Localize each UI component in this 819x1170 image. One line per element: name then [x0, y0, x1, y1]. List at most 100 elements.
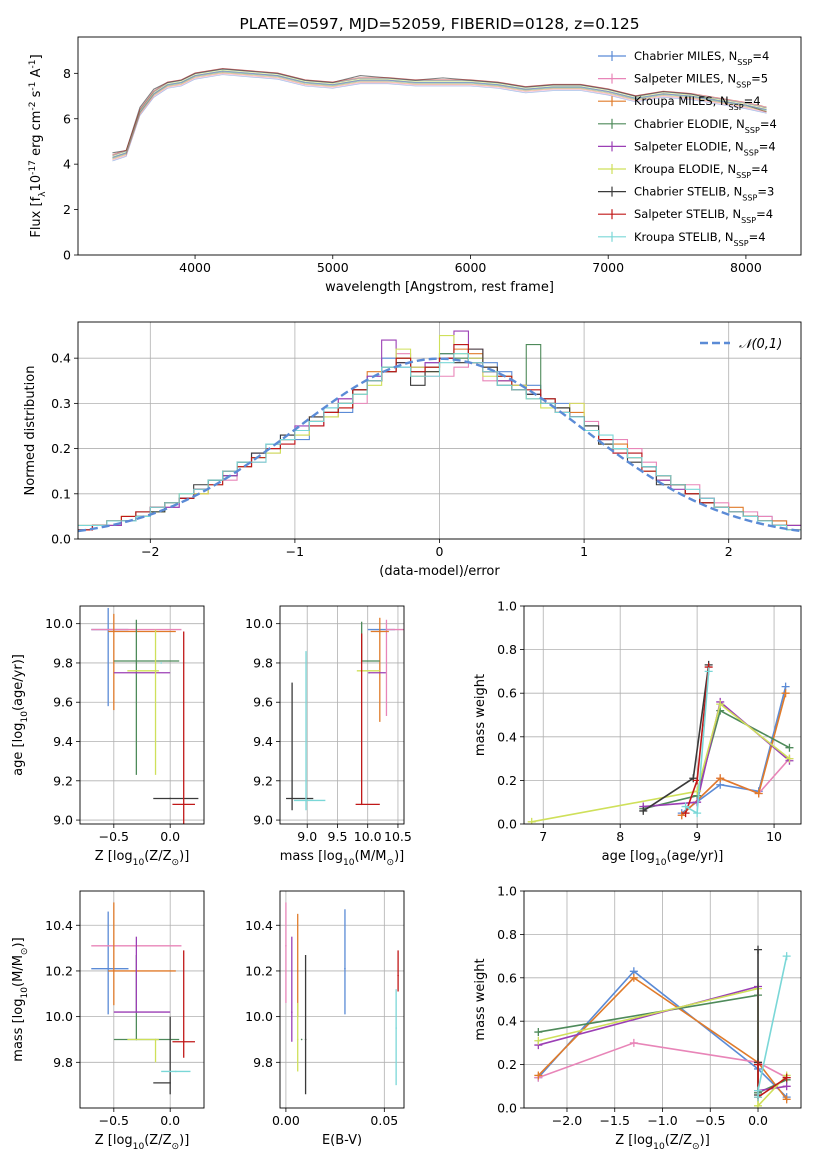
- weight-vs-metallicity-panel: −2.0 −1.5 −1.0 −0.5 0.0 0.0 0.2 0.4 0.6 0.8 1.0 Z […: [473, 884, 802, 1152]
- data-marker: [704, 667, 713, 676]
- x-tick-label: 7000: [592, 260, 624, 275]
- x-axis-label: Z [log10(Z/Z⊙)]: [95, 849, 190, 868]
- residual-panel: −2 −1 0 1 2 0.0 0.1 0.2 0.3 0.4 (data-model)/error…: [23, 321, 802, 579]
- legend-label: Chabrier MILES, NSSP=4: [634, 49, 769, 67]
- y-tick-label: 10.0: [45, 1009, 73, 1024]
- y-tick-label: 6: [63, 111, 71, 126]
- data-marker: [754, 1060, 763, 1069]
- axes-frame: [77, 36, 802, 256]
- data-marker: [782, 1073, 791, 1082]
- data-marker: [754, 789, 763, 798]
- y-axis-label: age [log10(age/yr)]: [11, 654, 30, 776]
- x-tick-label: −0.5: [99, 829, 129, 844]
- y-tick-label: 8: [63, 66, 71, 81]
- weight-vs-age-panel: 7 8 9 10 0.0 0.2 0.4 0.6 0.8 1.0 age [log10(age/yr…: [473, 599, 802, 868]
- y-axis-label: Normed distribution: [23, 366, 38, 496]
- x-tick-label: 0.0: [748, 1113, 768, 1128]
- y-tick-label: 9.2: [53, 773, 73, 788]
- y-tick-label: 0.6: [497, 686, 517, 701]
- y-tick-label: 4: [63, 157, 71, 172]
- data-marker: [681, 802, 690, 811]
- y-axis-label: mass weight: [473, 958, 488, 1040]
- data-marker: [754, 1086, 763, 1095]
- series-line-model: [112, 68, 767, 156]
- data-marker: [716, 774, 725, 783]
- y-axis-label: mass [log10(M/M⊙)]: [11, 937, 30, 1061]
- x-tick-label: −0.5: [695, 1113, 725, 1128]
- spectrum-panel: 4000 5000 6000 7000 8000 0 2 4 6 8 wavelength [Ang…: [28, 15, 802, 295]
- data-marker: [782, 952, 791, 961]
- y-tick-label: 9.6: [253, 695, 273, 710]
- legend-label: Salpeter ELODIE, NSSP=4: [634, 139, 776, 157]
- data-point: [113, 970, 115, 972]
- data-point: [169, 1082, 171, 1084]
- y-tick-label: 9.6: [53, 695, 73, 710]
- axes-frame: [523, 890, 802, 1109]
- x-tick-label: −1: [286, 544, 304, 559]
- y-tick-label: 0: [63, 248, 71, 263]
- data-point: [160, 662, 162, 664]
- x-tick-label: 10.5: [384, 829, 412, 844]
- data-marker: [785, 754, 794, 763]
- series-line-model: [112, 70, 767, 158]
- series-line: [681, 692, 787, 816]
- x-axis-label: wavelength [Angstrom, rest frame]: [325, 280, 554, 295]
- data-marker: [629, 973, 638, 982]
- y-tick-label: 0.2: [51, 441, 71, 456]
- x-tick-label: 9: [693, 829, 701, 844]
- series-line: [537, 976, 788, 1100]
- y-tick-label: 10.0: [245, 616, 273, 631]
- axes-frame: [279, 605, 405, 825]
- plot-area: [534, 945, 791, 1108]
- data-point: [296, 1038, 299, 1041]
- x-tick-label: −1.0: [647, 1113, 677, 1128]
- x-tick-label: 2: [725, 544, 733, 559]
- x-tick-label: 0.05: [370, 1113, 398, 1128]
- mass-vs-metallicity-panel: −0.5 0.0 9.8 10.0 10.2 10.4 Z [log10(Z/Z⊙)] mas…: [11, 890, 205, 1152]
- plot-area: [78, 330, 801, 533]
- x-tick-label: 1: [580, 544, 588, 559]
- x-axis-label: (data-model)/error: [379, 564, 500, 579]
- x-axis-label: age [log10(age/yr)]: [602, 849, 724, 868]
- x-tick-label: −2.0: [552, 1113, 582, 1128]
- data-point: [113, 630, 115, 633]
- x-tick-label: 8000: [730, 260, 762, 275]
- data-point: [169, 797, 171, 800]
- legend-label: Kroupa MILES, NSSP=4: [634, 94, 761, 112]
- data-point: [344, 967, 346, 970]
- plot-area: [286, 617, 404, 811]
- x-axis-label: E(B-V): [322, 1133, 362, 1148]
- y-tick-label: 1.0: [497, 884, 517, 899]
- x-axis-label: mass [log10(M/M⊙)]: [280, 849, 404, 868]
- y-tick-label: 10.2: [45, 963, 73, 978]
- legend-label: Kroupa ELODIE, NSSP=4: [634, 162, 768, 180]
- data-marker: [754, 1101, 763, 1108]
- data-marker: [693, 809, 702, 818]
- series-line-model: [112, 67, 767, 155]
- data-point: [296, 970, 299, 972]
- data-point: [360, 803, 363, 806]
- y-tick-label: 10.0: [45, 616, 73, 631]
- plot-area: [91, 902, 195, 1095]
- legend-label: Kroupa STELIB, NSSP=4: [634, 230, 766, 248]
- x-tick-label: 10.0: [354, 829, 382, 844]
- y-tick-label: 0.3: [51, 396, 71, 411]
- y-tick-label: 9.0: [53, 813, 73, 828]
- data-point: [291, 797, 293, 800]
- data-point: [368, 671, 370, 674]
- y-tick-label: 2: [63, 202, 71, 217]
- axes-frame: [79, 605, 205, 825]
- mass-vs-extinction-panel: 0.00 0.05 9.8 10.0 10.2 10.4 E(B-V): [245, 890, 405, 1148]
- x-tick-label: 9.0: [297, 829, 317, 844]
- data-point: [285, 945, 287, 947]
- y-tick-label: 0.1: [51, 486, 71, 501]
- series-line-model: [112, 71, 767, 159]
- histogram-step: [78, 353, 801, 531]
- data-point: [182, 1040, 185, 1043]
- y-tick-label: 0.0: [51, 532, 71, 547]
- series-line: [538, 1042, 788, 1079]
- x-tick-label: −1.5: [600, 1113, 630, 1128]
- y-tick-label: 10.2: [245, 963, 273, 978]
- data-point: [135, 660, 138, 662]
